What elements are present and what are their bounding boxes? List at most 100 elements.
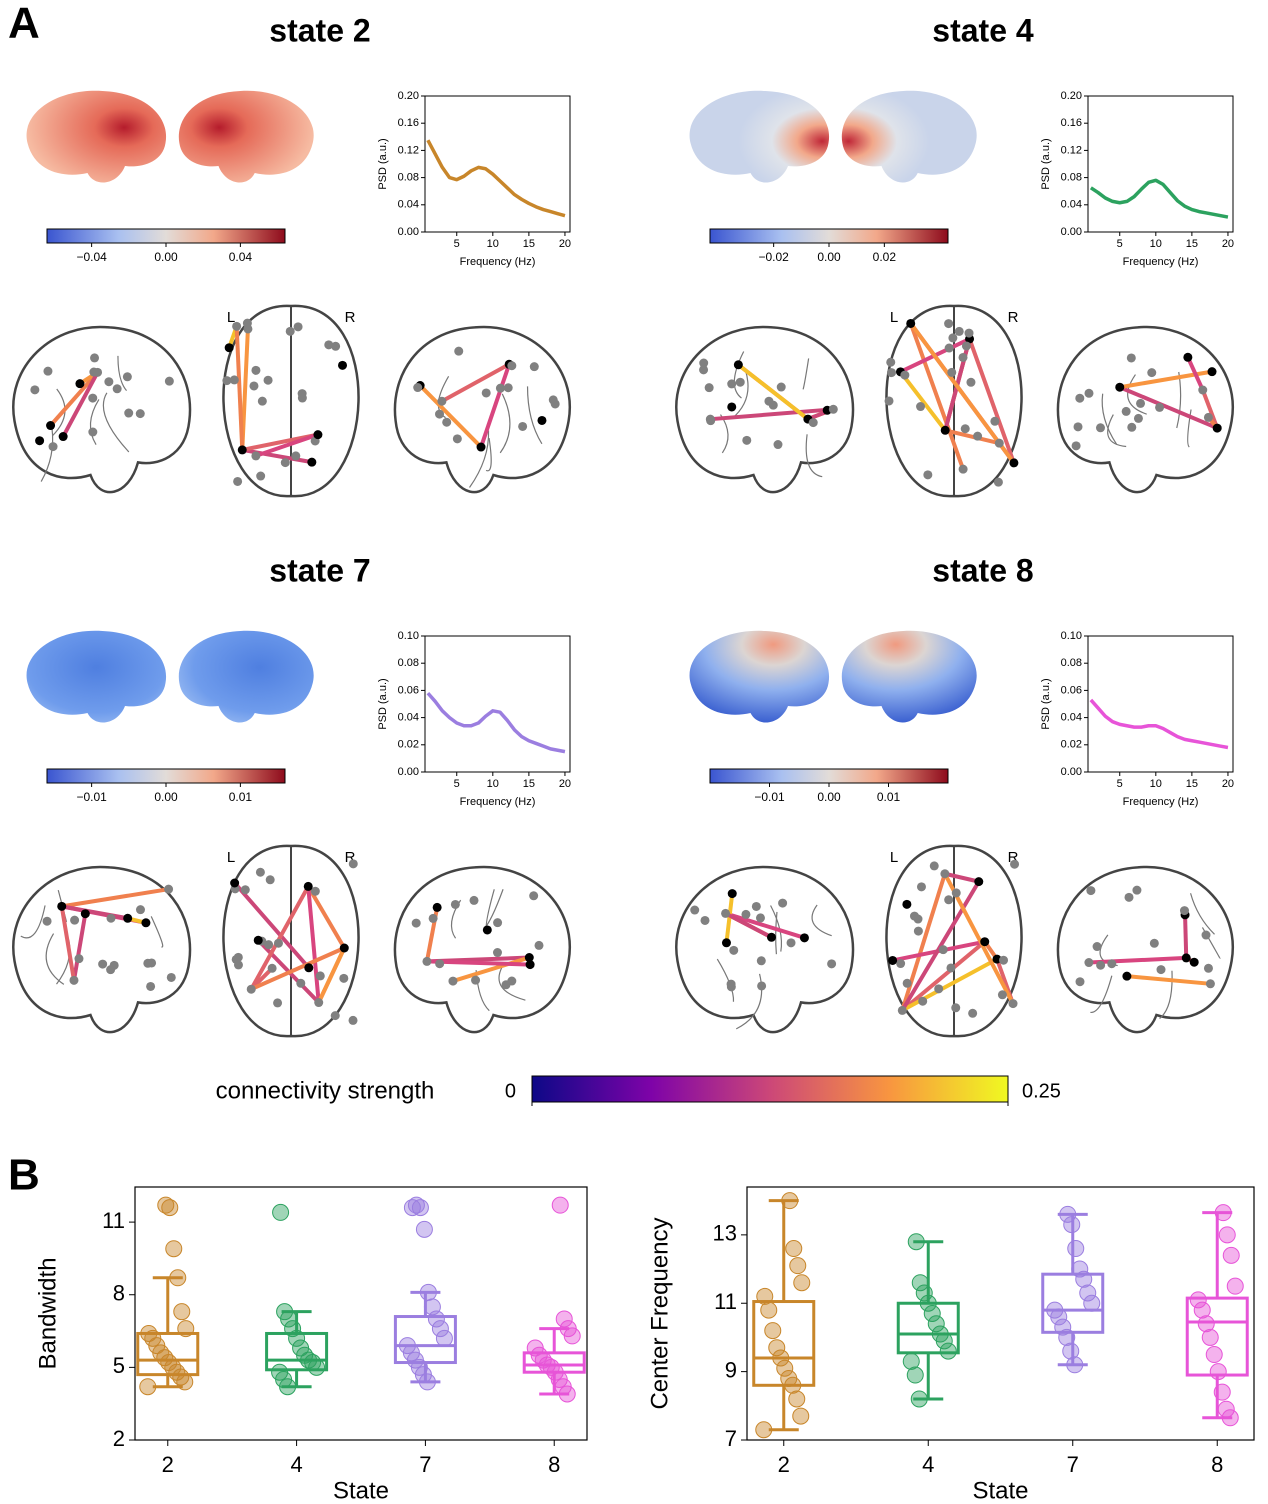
node <box>48 442 58 452</box>
node <box>808 418 818 428</box>
y-tick-label: 0.02 <box>1061 739 1082 751</box>
node <box>902 978 912 988</box>
node <box>944 895 954 905</box>
glass-brain-outline <box>1056 325 1235 494</box>
colorbar-tick-label: −0.01 <box>76 790 107 804</box>
node <box>285 326 295 336</box>
node <box>1156 965 1166 975</box>
node <box>973 431 983 441</box>
surface-brain <box>689 630 830 723</box>
node <box>267 963 277 973</box>
data-point <box>1083 1294 1101 1312</box>
node <box>411 918 421 928</box>
psd-mean-line <box>426 691 566 754</box>
x-axis-label: Frequency (Hz) <box>1123 796 1199 808</box>
node <box>958 352 968 362</box>
connection <box>1088 955 1187 965</box>
surface-brain <box>689 90 830 183</box>
y-tick-label: 0.00 <box>1061 766 1082 778</box>
connection <box>61 887 169 909</box>
node <box>315 971 325 981</box>
x-tick-label: 15 <box>523 238 535 250</box>
data-point <box>551 1196 569 1214</box>
node <box>471 975 481 985</box>
x-tick-label: 20 <box>559 238 571 250</box>
node <box>1207 367 1217 377</box>
y-tick-label: 0.16 <box>1061 117 1082 129</box>
sulcus <box>1101 393 1118 445</box>
node <box>1147 368 1157 378</box>
sulcus <box>1107 414 1127 448</box>
data-point <box>931 1325 949 1343</box>
node <box>432 902 442 912</box>
node <box>1073 422 1083 432</box>
node <box>786 938 796 948</box>
connection <box>306 886 321 1003</box>
node <box>1201 930 1211 940</box>
node <box>778 898 788 908</box>
colorbar-tick-label: −0.02 <box>758 250 789 264</box>
data-point <box>1226 1277 1244 1295</box>
node <box>1096 960 1106 970</box>
node <box>1115 382 1125 392</box>
glass-brain-outline <box>12 325 192 494</box>
data-point <box>1221 1409 1239 1427</box>
node <box>135 905 145 915</box>
node <box>1008 999 1018 1009</box>
node <box>135 409 145 419</box>
data-point <box>284 1320 302 1338</box>
connection <box>49 371 100 427</box>
x-tick-label: 10 <box>487 238 499 250</box>
node <box>721 938 731 948</box>
node <box>297 393 307 403</box>
connection <box>234 326 245 451</box>
node <box>57 901 67 911</box>
glass-brain-outline <box>12 865 192 1034</box>
node <box>273 998 283 1008</box>
node <box>413 383 423 393</box>
box <box>136 1331 200 1377</box>
node <box>291 451 301 461</box>
data-point <box>768 1339 786 1357</box>
hemisphere-label: R <box>1008 849 1019 866</box>
data-point <box>398 1337 416 1355</box>
node <box>229 375 239 385</box>
node <box>729 945 739 955</box>
surface-brain <box>26 630 167 723</box>
sulcus <box>526 386 543 445</box>
box <box>1185 1296 1249 1377</box>
node <box>974 877 984 887</box>
node <box>43 366 53 376</box>
connection <box>479 363 512 448</box>
connection <box>944 428 1000 446</box>
node <box>529 362 539 372</box>
node <box>906 318 916 328</box>
box <box>896 1301 960 1355</box>
y-tick-label: 0.06 <box>398 684 419 696</box>
node <box>534 940 544 950</box>
connection <box>61 904 129 921</box>
connection <box>418 384 483 449</box>
connection <box>901 940 987 1012</box>
hemisphere-label: R <box>345 849 356 866</box>
node <box>1181 953 1191 963</box>
node <box>1095 423 1105 433</box>
node <box>755 913 765 923</box>
node <box>1136 398 1146 408</box>
node <box>42 916 52 926</box>
sulcus <box>498 967 526 1001</box>
glass-brain-outline <box>393 865 572 1034</box>
x-tick-label: 5 <box>454 778 460 790</box>
node <box>1084 388 1094 398</box>
data-point <box>1079 1284 1097 1302</box>
node <box>699 358 709 368</box>
x-tick-label: 2 <box>162 1452 174 1477</box>
x-axis-label: Frequency (Hz) <box>460 796 536 808</box>
data-point <box>906 1366 924 1384</box>
node <box>887 368 897 378</box>
x-tick-label: 8 <box>548 1452 560 1477</box>
node <box>727 889 737 899</box>
y-axis-label: PSD (a.u.) <box>377 678 389 729</box>
node <box>524 953 534 963</box>
